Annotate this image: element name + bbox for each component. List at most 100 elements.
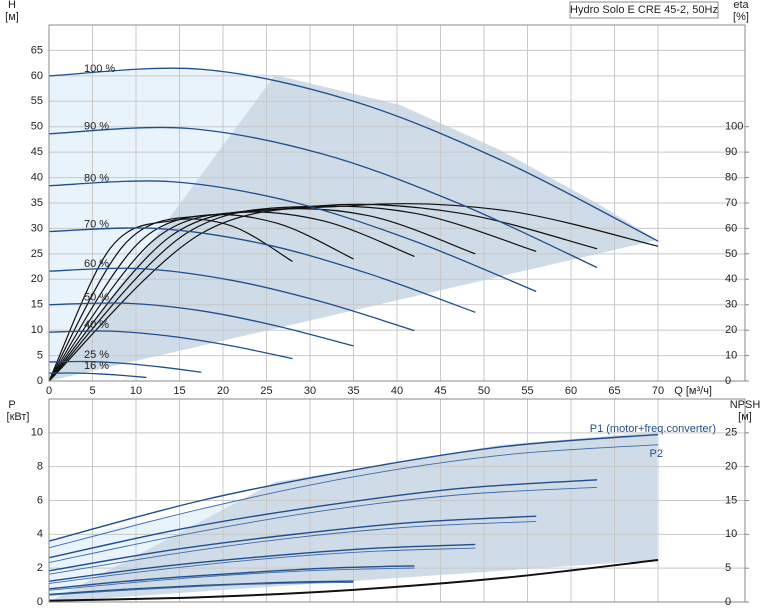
y-tick-label: 60 (31, 70, 43, 82)
y-tick-label: 45 (31, 146, 43, 158)
y2-axis-label: eta (733, 0, 749, 11)
power-curve (48, 433, 659, 542)
x-tick-label: 45 (434, 385, 446, 397)
power-curve (48, 521, 537, 575)
y-tick-label: 50 (31, 121, 43, 133)
y-tick-label: 40 (31, 171, 43, 183)
y-tick-label: 15 (31, 299, 43, 311)
y2-tick-label: 30 (725, 299, 737, 311)
eta-curve (48, 218, 293, 382)
power-curve (48, 547, 476, 584)
y2-tick-label: 0 (725, 375, 731, 387)
speed-label: 25 % (84, 349, 109, 361)
power-curve (48, 444, 659, 549)
x-tick-label: 0 (46, 385, 52, 397)
y-tick-label: 0 (37, 375, 43, 387)
y2-tick-label: 100 (725, 121, 743, 133)
eta-curve (48, 203, 659, 382)
y-tick-label: 0 (37, 596, 43, 608)
npsh-curve (48, 559, 659, 602)
speed-label: 40 % (84, 319, 109, 331)
y2-tick-label: 40 (725, 273, 737, 285)
x-tick-label: 5 (89, 385, 95, 397)
curves (48, 67, 659, 602)
head-curve (48, 180, 537, 293)
head-curve (48, 372, 147, 379)
x-tick-label: 40 (391, 385, 403, 397)
x-tick-label: 65 (608, 385, 620, 397)
y2-tick-label: 60 (725, 222, 737, 234)
power-curve (48, 543, 476, 582)
y-tick-label: 25 (31, 248, 43, 260)
x-tick-label: 55 (521, 385, 533, 397)
eta-curve (48, 208, 476, 382)
x-tick-label: 60 (565, 385, 577, 397)
x-tick-label: 50 (478, 385, 490, 397)
y2-axis-unit: [%] (733, 11, 749, 23)
y-tick-label: 65 (31, 44, 43, 56)
x-tick-label: 25 (260, 385, 272, 397)
y-tick-label: 55 (31, 95, 43, 107)
y2-tick-label: 20 (725, 324, 737, 336)
y2-tick-label: 20 (725, 461, 737, 473)
y-tick-label: 2 (37, 562, 43, 574)
y-tick-label: 20 (31, 273, 43, 285)
x-tick-label: 30 (304, 385, 316, 397)
y2-axis-label: NPSH (730, 399, 761, 411)
y-axis-label: H (8, 0, 16, 11)
head-curve (48, 267, 415, 332)
y-tick-label: 30 (31, 222, 43, 234)
title-box (569, 1, 719, 19)
y-tick-label: 8 (37, 461, 43, 473)
head-curve (48, 360, 202, 373)
speed-label: 90 % (84, 121, 109, 133)
power-curve (48, 486, 598, 564)
x-tick-label: 70 (652, 385, 664, 397)
speed-label: 16 % (84, 360, 109, 372)
chart-title: Hydro Solo E CRE 45-2, 50Hz (570, 4, 718, 16)
x-tick-label: 35 (347, 385, 359, 397)
y-tick-label: 4 (37, 528, 43, 540)
speed-label: 100 % (84, 63, 115, 75)
y-tick-label: 5 (37, 349, 43, 361)
y-axis-unit: [м] (5, 11, 19, 23)
speed-label: 80 % (84, 173, 109, 185)
head-curve (48, 227, 476, 313)
y-tick-label: 6 (37, 494, 43, 506)
y2-tick-label: 15 (725, 494, 737, 506)
y2-tick-label: 10 (725, 349, 737, 361)
y2-tick-label: 80 (725, 171, 737, 183)
speed-label: 60 % (84, 258, 109, 270)
power-curve (48, 479, 598, 559)
y2-tick-label: 0 (725, 596, 731, 608)
y-axis-label: P (8, 399, 15, 411)
power-curve (48, 567, 415, 591)
power-curve (48, 580, 354, 596)
x-tick-label: 10 (130, 385, 142, 397)
speed-label: 70 % (84, 218, 109, 230)
head-curve (48, 330, 293, 360)
y2-tick-label: 90 (725, 146, 737, 158)
series-label: P2 (650, 448, 663, 460)
power-curve (48, 515, 537, 572)
head-curve (48, 126, 598, 269)
power-curve (48, 581, 354, 596)
y-tick-label: 35 (31, 197, 43, 209)
eta-curve (48, 205, 537, 382)
y-axis-unit: [кВт] (7, 411, 30, 423)
y2-tick-label: 10 (725, 528, 737, 540)
y2-axis-unit: [м] (738, 411, 752, 423)
y2-tick-label: 50 (725, 248, 737, 260)
speed-label: 50 % (84, 292, 109, 304)
head-curve (48, 302, 354, 347)
head-curve (48, 67, 659, 242)
power-curve (48, 565, 415, 590)
x-tick-label: 20 (217, 385, 229, 397)
y-tick-label: 10 (31, 324, 43, 336)
y2-tick-label: 25 (725, 427, 737, 439)
y2-tick-label: 5 (725, 562, 731, 574)
y2-tick-label: 70 (725, 197, 737, 209)
x-axis-label: Q [м³/ч] (674, 385, 712, 397)
series-label: P1 (motor+freq.converter) (590, 423, 716, 435)
